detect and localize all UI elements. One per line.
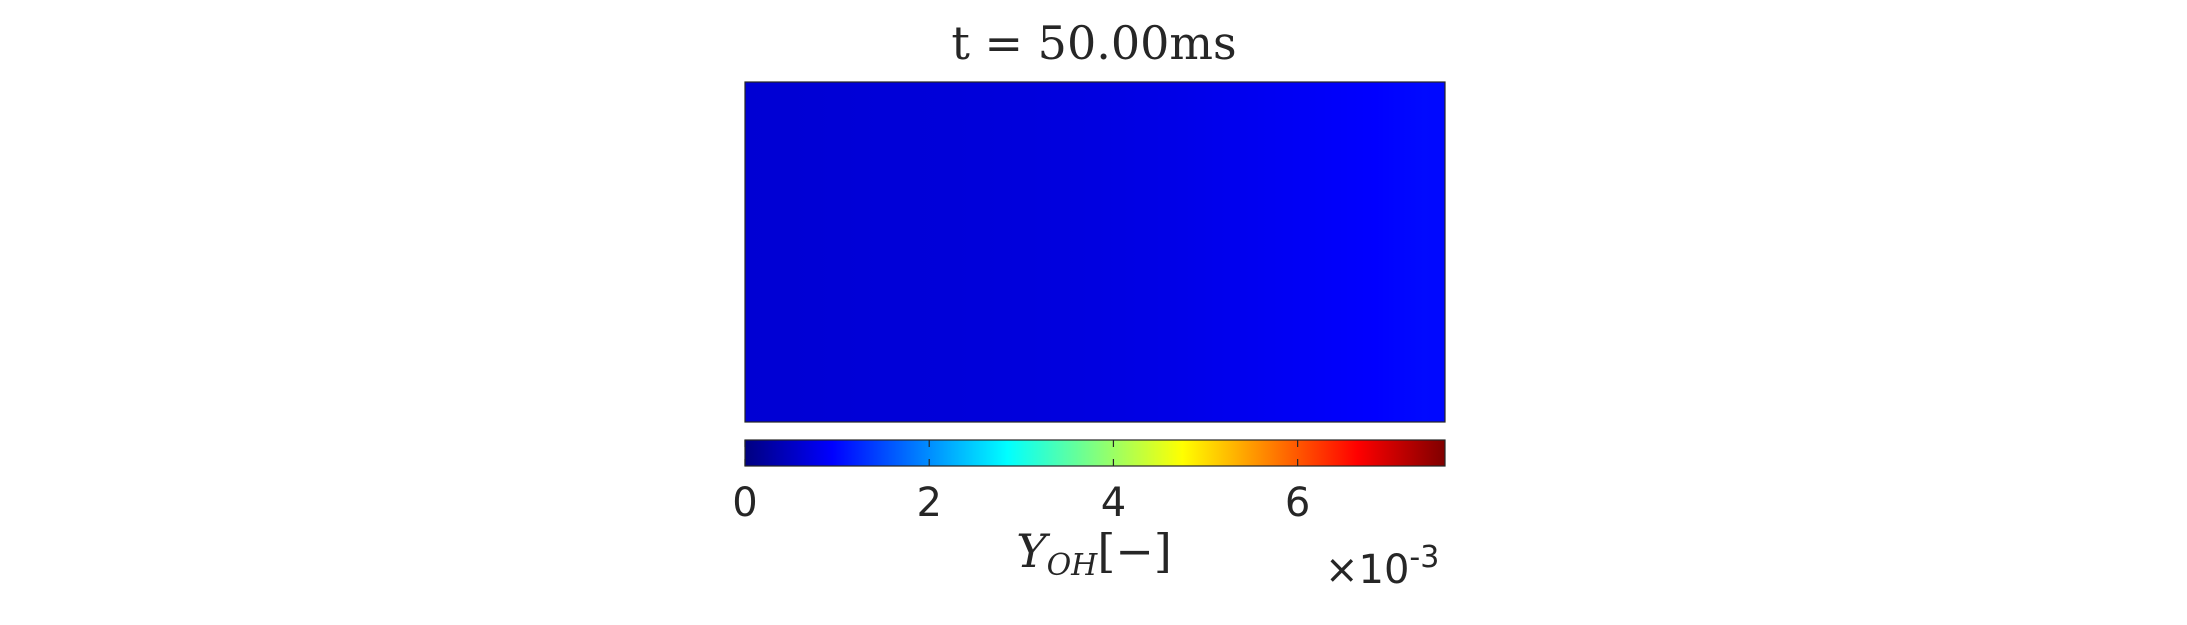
chart-title: t = 50.00ms (951, 16, 1236, 70)
colorbar-label-main: Y (1016, 524, 1051, 578)
plot-frame (744, 81, 1446, 423)
colorbar-ticks: 0 2 4 6 (732, 440, 1310, 526)
colorbar-tick-label: 4 (1101, 480, 1126, 526)
colorbar-label-suffix: [−] (1097, 524, 1171, 578)
colorbar-tick-label: 0 (732, 480, 757, 526)
heatmap-field (745, 82, 1445, 422)
colorbar-label: YOH[−] (1016, 524, 1172, 583)
colorbar-frame (744, 439, 1446, 467)
colorbar-label-sub: OH (1047, 548, 1099, 583)
colorbar-multiplier: ×10-3 (1325, 540, 1439, 593)
colorbar-tick-label: 6 (1285, 480, 1310, 526)
colorbar-tick-label: 2 (916, 480, 941, 526)
colorbar-multiplier-exponent: -3 (1409, 540, 1439, 575)
colorbar-multiplier-prefix: ×10 (1325, 547, 1409, 593)
colorbar (745, 440, 1445, 466)
